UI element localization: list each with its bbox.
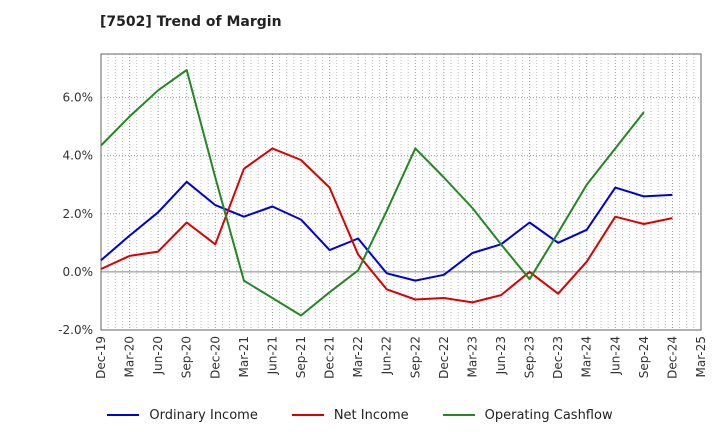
legend-swatch-net-income xyxy=(291,414,324,416)
plot-frame xyxy=(100,53,702,331)
y-tick-label: 4.0% xyxy=(63,149,94,163)
x-tick-label: Dec-19 xyxy=(94,336,108,379)
series-lines xyxy=(100,69,673,317)
series-line-ordinary-income xyxy=(100,180,673,282)
legend-swatch-operating-cashflow xyxy=(442,414,475,416)
x-tick-label: Mar-22 xyxy=(351,336,365,377)
x-tick-label: Mar-23 xyxy=(465,336,479,377)
x-tick-label: Sep-24 xyxy=(637,336,651,378)
x-tick-label: Jun-21 xyxy=(265,336,279,375)
legend-label-operating-cashflow: Operating Cashflow xyxy=(484,407,613,423)
x-tick-label: Jun-24 xyxy=(608,336,622,375)
series-line-operating-cashflow xyxy=(100,69,645,317)
legend-item-operating-cashflow: Operating Cashflow xyxy=(442,407,613,423)
x-tick-label: Dec-22 xyxy=(437,336,451,379)
y-tick-label: 0.0% xyxy=(63,265,94,279)
x-tick-label: Jun-20 xyxy=(151,336,165,375)
legend-item-ordinary-income: Ordinary Income xyxy=(107,407,258,423)
x-tick-label: Mar-25 xyxy=(694,336,708,377)
x-tick-label: Mar-20 xyxy=(123,336,137,377)
legend-label-ordinary-income: Ordinary Income xyxy=(149,407,258,423)
legend: Ordinary Income Net Income Operating Cas… xyxy=(0,404,720,426)
y-tick-label: -2.0% xyxy=(58,323,93,337)
y-tick-label: 6.0% xyxy=(63,91,94,105)
x-tick-label: Dec-21 xyxy=(323,336,337,379)
x-tick-label: Dec-20 xyxy=(208,336,222,379)
x-tick-label: Jun-22 xyxy=(380,336,394,375)
y-tick-label: 2.0% xyxy=(63,207,94,221)
legend-item-net-income: Net Income xyxy=(291,407,409,423)
legend-label-net-income: Net Income xyxy=(333,407,409,423)
x-axis-ticks: Dec-19 Mar-20 Jun-20 Sep-20 Dec-20 Mar-21 Jun-… xyxy=(94,336,708,379)
x-tick-label: Dec-24 xyxy=(665,336,679,379)
y-axis-ticks: 6.0% 4.0% 2.0% 0.0% -2.0% xyxy=(58,91,93,337)
x-tick-label: Sep-20 xyxy=(180,336,194,378)
chart-title: [7502] Trend of Margin xyxy=(100,14,282,30)
x-tick-label: Jun-23 xyxy=(494,336,508,375)
grid-lines xyxy=(100,54,702,331)
x-tick-label: Mar-24 xyxy=(580,336,594,377)
legend-swatch-ordinary-income xyxy=(107,414,140,416)
x-tick-label: Sep-23 xyxy=(523,336,537,378)
x-tick-label: Sep-22 xyxy=(408,336,422,378)
x-tick-label: Mar-21 xyxy=(237,336,251,377)
x-tick-label: Sep-21 xyxy=(294,336,308,378)
x-tick-label: Dec-23 xyxy=(551,336,565,379)
series-line-net-income xyxy=(100,147,673,304)
axis-frame xyxy=(100,53,702,331)
